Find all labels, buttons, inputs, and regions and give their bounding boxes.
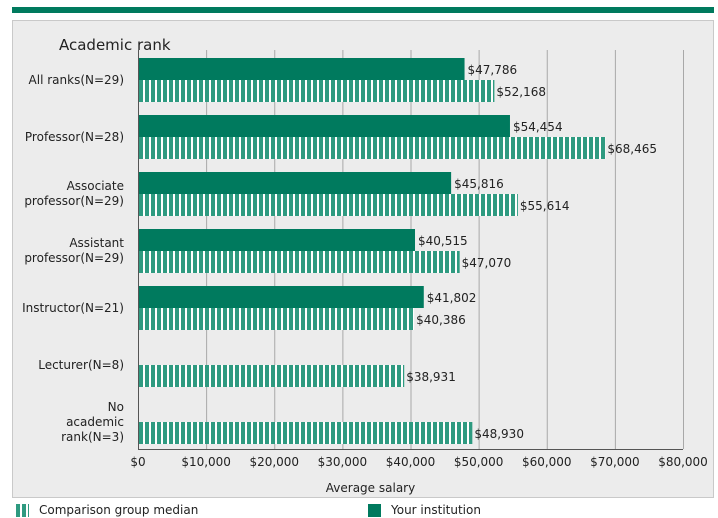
bar-comparison-median — [139, 308, 415, 330]
y-category-label: Instructor(N=21) — [22, 300, 124, 315]
data-label-your-institution: $47,786 — [468, 63, 518, 77]
data-label-comparison-median: $47,070 — [462, 256, 512, 270]
x-tick-label: $30,000 — [318, 455, 368, 469]
legend: Comparison group median Your institution — [12, 501, 714, 518]
bar-your-institution — [139, 58, 465, 80]
y-category-label: Associate professor(N=29) — [24, 179, 124, 208]
x-tick-label: $70,000 — [590, 455, 640, 469]
data-label-your-institution: $45,816 — [454, 177, 504, 191]
x-tick-label: $80,000 — [658, 455, 708, 469]
bar-comparison-median — [139, 137, 606, 159]
bar-comparison-median — [139, 422, 473, 444]
legend-label-institution: Your institution — [391, 503, 481, 517]
chart-title: Academic rank — [59, 36, 171, 54]
x-tick-label: $10,000 — [181, 455, 231, 469]
x-axis-label: Average salary — [326, 481, 415, 495]
data-label-comparison-median: $68,465 — [607, 142, 657, 156]
bar-comparison-median — [139, 194, 518, 216]
data-label-your-institution: $54,454 — [513, 120, 563, 134]
data-label-your-institution: $40,515 — [418, 234, 468, 248]
header-bar — [12, 7, 714, 13]
chart-panel: $0 $10,000 $20,000 $30,000 $40,000 $50,000 $60… — [12, 20, 714, 498]
x-tick-label: $60,000 — [522, 455, 572, 469]
bar-comparison-median — [139, 365, 405, 387]
legend-label-comparison: Comparison group median — [39, 503, 199, 517]
y-category-label: Professor(N=28) — [24, 129, 124, 144]
legend-swatch-institution — [368, 503, 381, 517]
data-label-comparison-median: $40,386 — [416, 313, 466, 327]
y-category-label: Assistant professor(N=29) — [24, 236, 124, 265]
y-category-label: Lecturer(N=8) — [38, 357, 124, 372]
data-label-comparison-median: $48,930 — [474, 427, 524, 441]
bar-comparison-median — [139, 251, 460, 273]
bar-your-institution — [139, 229, 416, 251]
data-label-your-institution: $41,802 — [427, 291, 477, 305]
y-category-label: No academic rank(N=3) — [61, 399, 124, 444]
legend-item-comparison: Comparison group median — [16, 503, 198, 517]
data-label-comparison-median: $52,168 — [496, 85, 546, 99]
x-tick-label: $40,000 — [386, 455, 436, 469]
bar-your-institution — [139, 172, 452, 194]
x-tick-label: $20,000 — [249, 455, 299, 469]
bar-your-institution — [139, 286, 424, 308]
bar-chart: $0 $10,000 $20,000 $30,000 $40,000 $50,000 $60… — [59, 36, 708, 495]
legend-item-institution: Your institution — [368, 503, 481, 517]
x-tick-label: $0 — [130, 455, 145, 469]
y-category-label: All ranks(N=29) — [28, 72, 124, 87]
data-label-comparison-median: $38,931 — [406, 370, 456, 384]
x-tick-label: $50,000 — [454, 455, 504, 469]
legend-swatch-comparison — [16, 503, 29, 517]
data-label-comparison-median: $55,614 — [520, 199, 570, 213]
bar-your-institution — [139, 115, 510, 137]
bar-comparison-median — [139, 80, 495, 102]
